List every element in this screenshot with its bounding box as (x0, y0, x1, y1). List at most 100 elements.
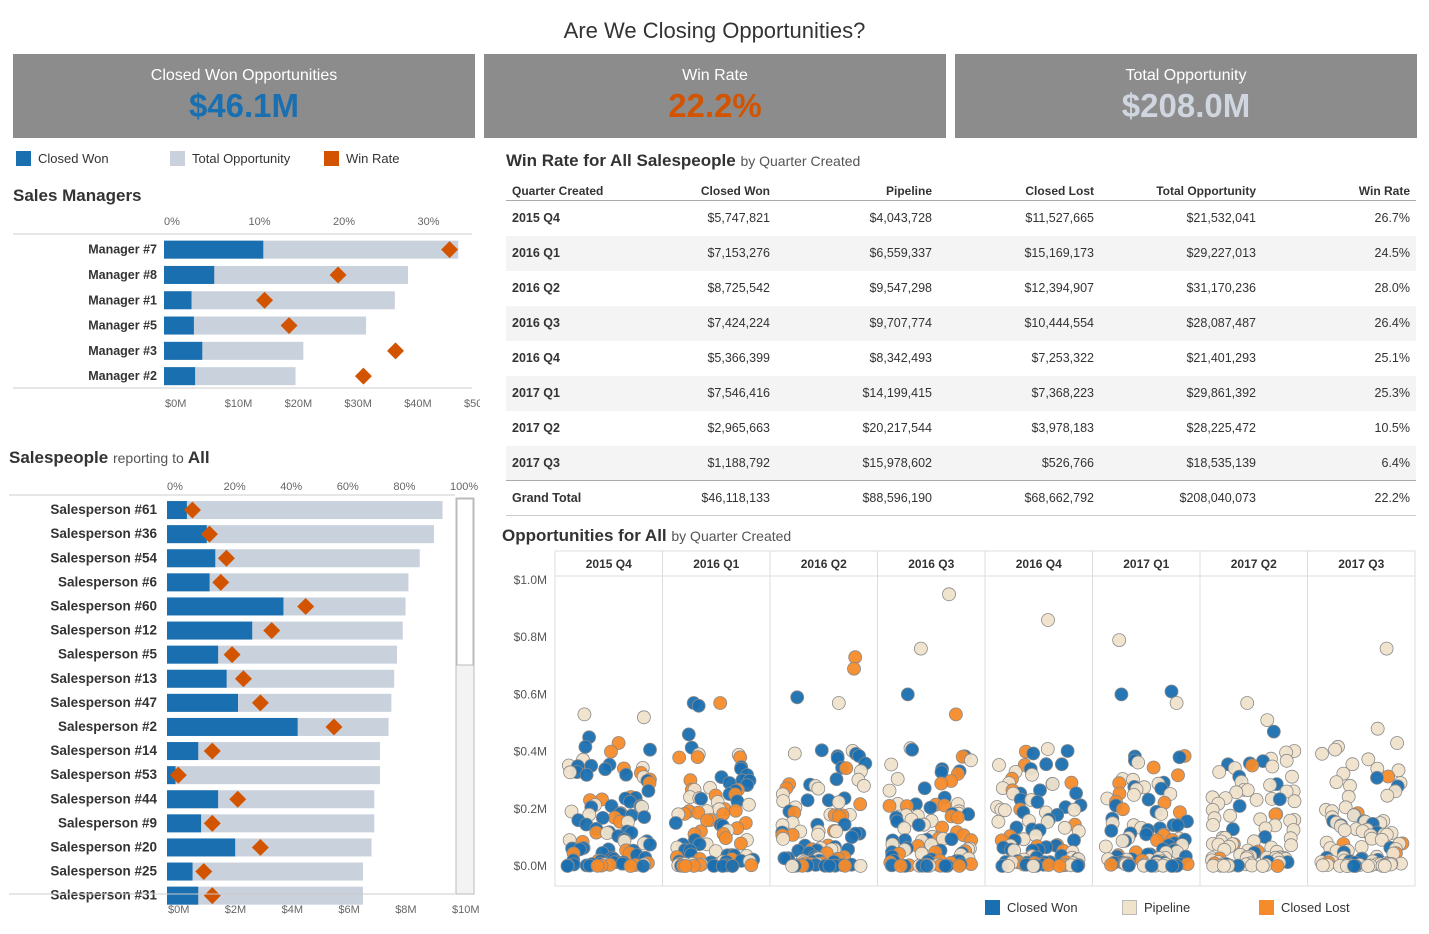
row-label[interactable]: Salesperson #31 (50, 888, 157, 903)
opportunity-point[interactable] (1377, 859, 1392, 873)
win-rate-marker[interactable] (217, 549, 235, 567)
opportunity-point[interactable] (1345, 757, 1360, 772)
managers-bar-chart[interactable]: 0% 10% 20% 30% Manager #7 Manager #8 Manager #… (0, 205, 480, 415)
opportunity-point[interactable] (1374, 832, 1389, 847)
column-header[interactable]: Pipeline (776, 178, 938, 201)
opportunity-point[interactable] (578, 739, 593, 754)
opportunity-point[interactable] (1165, 859, 1179, 873)
opportunity-point[interactable] (1115, 834, 1130, 848)
row-label[interactable]: Salesperson #6 (58, 574, 158, 589)
opportunity-point[interactable] (728, 803, 743, 818)
win-rate-marker[interactable] (441, 241, 459, 259)
opportunity-point[interactable] (641, 783, 656, 798)
closed-won-bar[interactable] (167, 886, 199, 905)
opportunity-point[interactable] (694, 791, 709, 806)
row-label[interactable]: Manager #5 (88, 319, 157, 333)
opportunity-point[interactable] (911, 818, 926, 832)
opportunity-point[interactable] (951, 810, 965, 825)
total-opportunity-bar[interactable] (167, 742, 380, 761)
opportunity-point[interactable] (725, 859, 740, 873)
opportunity-point[interactable] (1057, 820, 1072, 835)
opportunity-point[interactable] (1141, 792, 1156, 807)
quarter-header[interactable]: 2016 Q3 (908, 557, 954, 571)
opportunity-point[interactable] (934, 776, 949, 791)
row-label[interactable]: Salesperson #36 (50, 526, 157, 541)
total-opportunity-bar[interactable] (167, 573, 409, 592)
opportunity-point[interactable] (1045, 777, 1060, 791)
opportunity-point[interactable] (733, 836, 748, 851)
closed-won-bar[interactable] (167, 693, 238, 712)
opportunity-point[interactable] (1098, 839, 1113, 854)
opportunity-point[interactable] (1127, 787, 1141, 802)
opportunity-point[interactable] (1255, 858, 1270, 873)
opportunity-point[interactable] (681, 727, 696, 742)
opportunity-point[interactable] (1266, 724, 1281, 739)
row-label[interactable]: Salesperson #47 (50, 695, 157, 710)
table-row[interactable]: 2016 Q1 $7,153,276 $6,559,337 $15,169,173 $2… (506, 235, 1416, 271)
total-opportunity-bar[interactable] (167, 766, 380, 785)
opportunity-point[interactable] (952, 858, 967, 873)
opportunity-point[interactable] (919, 858, 934, 873)
win-rate-marker[interactable] (169, 766, 187, 784)
win-rate-marker[interactable] (203, 887, 221, 905)
opportunity-point[interactable] (882, 783, 897, 798)
opportunity-point[interactable] (1025, 767, 1039, 782)
opportunity-point[interactable] (1370, 721, 1385, 736)
opportunity-point[interactable] (1287, 794, 1302, 809)
total-opportunity-bar[interactable] (167, 645, 398, 664)
opportunity-point[interactable] (844, 830, 859, 845)
opportunity-point[interactable] (800, 793, 815, 808)
column-header[interactable]: Quarter Created (506, 178, 636, 201)
opportunity-point[interactable] (1121, 858, 1136, 873)
opportunity-point[interactable] (1040, 814, 1055, 829)
closed-won-bar[interactable] (167, 669, 227, 688)
opportunity-point[interactable] (787, 746, 802, 761)
win-rate-marker[interactable] (280, 317, 298, 335)
closed-won-bar[interactable] (167, 501, 187, 520)
opportunity-point[interactable] (1315, 746, 1329, 761)
total-opportunity-bar[interactable] (167, 501, 443, 520)
opportunity-point[interactable] (1279, 753, 1294, 768)
opportunity-point[interactable] (948, 707, 963, 722)
opportunity-point[interactable] (917, 781, 932, 796)
opportunity-point[interactable] (1260, 713, 1275, 728)
opportunity-point[interactable] (853, 797, 868, 812)
closed-won-bar[interactable] (167, 549, 216, 568)
opportunity-point[interactable] (882, 798, 897, 813)
opportunity-point[interactable] (1040, 742, 1055, 756)
opportunity-point[interactable] (1329, 775, 1344, 790)
column-header[interactable]: Closed Lost (938, 178, 1100, 201)
quarter-header[interactable]: 2016 Q1 (693, 557, 739, 571)
opportunity-point[interactable] (839, 761, 854, 776)
opportunity-point[interactable] (741, 797, 756, 812)
opportunity-point[interactable] (1245, 758, 1260, 773)
opportunity-point[interactable] (1328, 742, 1342, 757)
win-rate-marker[interactable] (203, 814, 221, 832)
opportunity-point[interactable] (1030, 795, 1045, 809)
row-label[interactable]: Salesperson #60 (50, 598, 157, 613)
opportunity-point[interactable] (1112, 633, 1127, 647)
closed-won-bar[interactable] (164, 367, 196, 386)
closed-won-bar[interactable] (167, 742, 199, 761)
closed-won-bar[interactable] (164, 316, 194, 335)
opportunity-point[interactable] (1139, 827, 1154, 842)
opportunity-point[interactable] (829, 824, 844, 839)
opportunity-point[interactable] (1263, 778, 1277, 793)
opportunity-point[interactable] (856, 778, 871, 793)
total-opportunity-bar[interactable] (167, 862, 363, 881)
opportunity-point[interactable] (811, 781, 826, 796)
opportunity-point[interactable] (1131, 755, 1145, 770)
row-label[interactable]: Salesperson #9 (58, 815, 157, 830)
opportunity-point[interactable] (1114, 687, 1129, 702)
opportunity-point[interactable] (1154, 806, 1169, 821)
opportunity-point[interactable] (1361, 859, 1375, 873)
closed-won-bar[interactable] (167, 717, 298, 736)
table-row[interactable]: 2017 Q2 $2,965,663 $20,217,544 $3,978,183 $2… (506, 411, 1416, 446)
legend-bottom-pipeline[interactable]: Pipeline (1122, 900, 1190, 915)
opportunity-point[interactable] (1116, 802, 1130, 817)
opportunity-point[interactable] (1052, 859, 1067, 873)
opportunity-point[interactable] (590, 858, 605, 873)
row-label[interactable]: Manager #7 (88, 243, 157, 257)
opportunity-point[interactable] (893, 858, 908, 873)
legend-win-rate[interactable]: Win Rate (324, 151, 399, 166)
